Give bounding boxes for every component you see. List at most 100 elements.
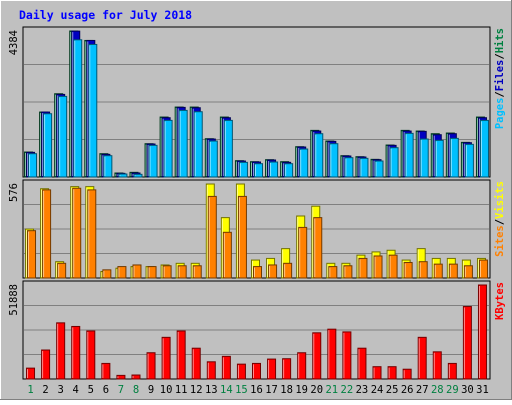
bar-pages-day-15 xyxy=(239,162,247,177)
day-label: 8 xyxy=(133,384,139,396)
bar-pages-day-26 xyxy=(405,133,413,177)
bar-pages-day-31 xyxy=(480,120,488,177)
bar-kbytes-day-12 xyxy=(192,348,200,379)
bar-pages-day-25 xyxy=(390,148,398,177)
legend-entry: Files xyxy=(494,60,506,92)
bar-pages-day-1 xyxy=(29,154,37,177)
day-label: 4 xyxy=(73,384,79,396)
bar-kbytes-day-18 xyxy=(283,359,291,379)
bar-sites-day-5 xyxy=(88,190,96,278)
day-label: 24 xyxy=(371,384,384,396)
bar-pages-day-18 xyxy=(285,164,293,177)
bar-kbytes-day-1 xyxy=(27,368,35,379)
bar-pages-day-7 xyxy=(119,174,127,177)
bar-pages-day-16 xyxy=(255,164,263,177)
bar-pages-day-5 xyxy=(89,44,97,177)
bar-pages-day-23 xyxy=(360,158,368,177)
y-axis-max-label: 576 xyxy=(8,183,20,202)
bar-sites-day-6 xyxy=(103,270,111,278)
bar-kbytes-day-26 xyxy=(403,369,411,379)
bar-kbytes-day-21 xyxy=(328,329,336,379)
bar-pages-day-2 xyxy=(44,114,52,177)
legend-entry: Pages xyxy=(494,98,506,130)
day-label: 6 xyxy=(103,384,109,396)
bar-kbytes-day-23 xyxy=(358,348,366,379)
bar-kbytes-day-27 xyxy=(418,337,426,379)
bar-kbytes-day-13 xyxy=(207,362,215,379)
bar-sites-day-27 xyxy=(419,262,427,278)
bar-kbytes-day-15 xyxy=(237,364,245,379)
day-label: 5 xyxy=(88,384,94,396)
day-label: 21 xyxy=(325,384,338,396)
bar-sites-day-8 xyxy=(133,265,141,278)
day-label: 9 xyxy=(148,384,154,396)
day-label: 11 xyxy=(175,384,188,396)
bar-kbytes-day-7 xyxy=(117,375,125,379)
legend-hits-files-pages: Pages/Files/Hits xyxy=(494,28,506,129)
bar-sites-day-22 xyxy=(344,266,352,278)
bar-pages-day-24 xyxy=(375,161,383,177)
day-label: 16 xyxy=(250,384,263,396)
bar-sites-day-16 xyxy=(254,267,262,278)
bar-sites-day-10 xyxy=(163,266,171,278)
bar-sites-day-25 xyxy=(389,255,397,278)
bar-kbytes-day-22 xyxy=(343,332,351,379)
bar-pages-day-12 xyxy=(194,112,202,177)
bar-sites-day-3 xyxy=(58,263,66,278)
bar-sites-day-13 xyxy=(208,196,216,278)
bar-kbytes-day-24 xyxy=(373,367,381,379)
y-axis-max-label: 51888 xyxy=(8,284,20,316)
legend-entry: Hits xyxy=(494,28,506,53)
bar-pages-day-22 xyxy=(345,158,353,177)
bar-kbytes-day-29 xyxy=(448,363,456,379)
bar-sites-day-26 xyxy=(404,262,412,278)
day-label: 17 xyxy=(265,384,278,396)
day-label: 14 xyxy=(220,384,233,396)
bar-pages-day-8 xyxy=(134,174,142,177)
day-label: 3 xyxy=(57,384,63,396)
bar-sites-day-15 xyxy=(238,196,246,278)
bar-sites-day-14 xyxy=(223,232,231,278)
bar-pages-day-17 xyxy=(270,162,278,177)
bar-kbytes-day-3 xyxy=(57,323,65,379)
bar-kbytes-day-20 xyxy=(313,333,321,379)
bar-kbytes-day-16 xyxy=(253,363,261,379)
bar-pages-day-10 xyxy=(164,120,172,177)
bar-sites-day-18 xyxy=(284,263,292,278)
day-label: 2 xyxy=(42,384,48,396)
bar-pages-day-29 xyxy=(450,138,458,177)
bar-kbytes-day-31 xyxy=(478,285,486,379)
bar-sites-day-21 xyxy=(329,267,337,278)
bar-pages-day-28 xyxy=(435,140,443,177)
bar-sites-day-2 xyxy=(43,190,51,278)
bar-sites-day-17 xyxy=(269,265,277,278)
day-label: 29 xyxy=(446,384,459,396)
day-label: 31 xyxy=(476,384,489,396)
bar-kbytes-day-10 xyxy=(162,337,170,379)
day-label: 1 xyxy=(27,384,33,396)
bar-sites-day-29 xyxy=(449,264,457,278)
panel-kbytes: 51888 KBytes xyxy=(8,281,506,379)
bar-pages-day-11 xyxy=(179,110,187,177)
bar-pages-day-4 xyxy=(74,40,82,177)
day-label: 7 xyxy=(118,384,124,396)
bar-pages-day-21 xyxy=(330,144,338,177)
y-axis-max-label: 4384 xyxy=(8,30,20,55)
chart-title: Daily usage for July 2018 xyxy=(19,8,192,22)
bar-kbytes-day-30 xyxy=(463,307,471,379)
legend-entry: KBytes xyxy=(494,282,506,320)
bar-pages-day-6 xyxy=(104,156,112,177)
bar-pages-day-27 xyxy=(420,139,428,177)
bar-kbytes-day-17 xyxy=(268,359,276,379)
legend-visits-sites: Sites/Visits xyxy=(494,181,506,257)
bar-kbytes-day-25 xyxy=(388,367,396,379)
bar-kbytes-day-5 xyxy=(87,331,95,379)
bar-kbytes-day-8 xyxy=(132,375,140,379)
day-label: 26 xyxy=(401,384,414,396)
day-label: 20 xyxy=(310,384,323,396)
bar-sites-day-11 xyxy=(178,266,186,278)
bar-sites-day-23 xyxy=(359,258,367,278)
bar-pages-day-13 xyxy=(209,141,217,177)
day-label: 18 xyxy=(280,384,293,396)
